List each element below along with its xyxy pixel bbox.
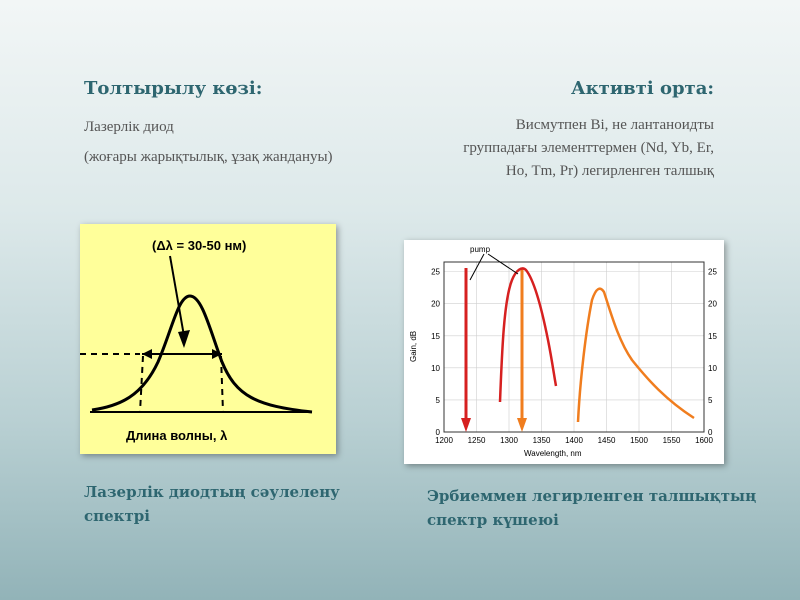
gain-chart-svg: 1200 1250 1300 1350 1400 1450 1500 1550 1600 051… (404, 240, 724, 464)
pump-arrowhead-980 (517, 418, 527, 432)
annotation-pointer (169, 255, 185, 337)
gain-curve-red (498, 267, 558, 403)
x-tick-label: 1450 (598, 436, 616, 445)
y-tick-label-left: 5 (436, 396, 441, 405)
annotation-pointer-head (178, 330, 190, 348)
wavelength-axis-label: Длина волны, λ (126, 428, 228, 443)
laser-spectrum-caption: Лазерлік диодтың сәулелену спектрі (84, 483, 340, 525)
y-tick-label-left: 20 (431, 300, 440, 309)
y-tick-label-right: 25 (708, 268, 717, 277)
pump-label: pump (470, 245, 491, 254)
spectrum-curve (91, 294, 313, 414)
x-tick-label: 1550 (663, 436, 681, 445)
y-tick-label-right: 20 (708, 300, 717, 309)
x-tick-label: 1350 (533, 436, 551, 445)
erbium-gain-caption: Эрбиеммен легирленген талшықтың спектр к… (427, 487, 757, 529)
y-tick-label-left: 10 (431, 364, 440, 373)
laser-diode-properties: (жоғары жарықтылық, ұзақ жандануы) (84, 149, 333, 165)
laser-diode-spectrum-figure: (Δλ = 30-50 нм) Длина волны, λ (80, 224, 336, 454)
y-tick-label-right: 5 (708, 396, 713, 405)
pump-pointer-2 (487, 253, 519, 275)
pump-pointer-1 (469, 253, 485, 281)
pump-source-title: Толтырылу көзі: (84, 78, 263, 99)
pump-arrowhead-1480 (461, 418, 471, 432)
y-tick-label-left: 15 (431, 332, 440, 341)
fwhm-arrow-left (142, 349, 152, 359)
x-axis-label: Wavelength, nm (524, 449, 582, 458)
y-tick-label-right: 15 (708, 332, 717, 341)
y-tick-label-left: 0 (436, 428, 441, 437)
active-medium-body: Висмутпен Bi, не лантаноидты группадағы … (463, 117, 714, 179)
laser-diode-text: Лазерлік диод (84, 119, 174, 135)
fwhm-arrow-right (212, 349, 222, 359)
x-tick-label: 1600 (695, 436, 713, 445)
y-tick-labels-right: 0 5 10 15 20 25 (708, 268, 717, 437)
x-tick-label: 1400 (565, 436, 583, 445)
y-axis-label: Gain, dB (409, 331, 418, 362)
x-tick-label: 1200 (435, 436, 453, 445)
y-tick-label-right: 10 (708, 364, 717, 373)
x-tick-label: 1300 (500, 436, 518, 445)
fwhm-drop-right (220, 355, 224, 413)
x-tick-label: 1250 (468, 436, 486, 445)
linewidth-annotation: (Δλ = 30-50 нм) (152, 238, 246, 253)
x-tick-labels: 1200 1250 1300 1350 1400 1450 1500 1550 1600 (435, 436, 713, 445)
x-tick-label: 1500 (630, 436, 648, 445)
laser-spectrum-svg: (Δλ = 30-50 нм) Длина волны, λ (80, 238, 313, 443)
y-tick-label-right: 0 (708, 428, 713, 437)
active-medium-title: Активті орта: (571, 78, 714, 99)
pump-source-body: Лазерлік диод (жоғары жарықтылық, ұзақ ж… (84, 116, 384, 176)
plot-frame (443, 261, 705, 433)
fwhm-drop-left (139, 355, 144, 413)
y-tick-label-left: 25 (431, 268, 440, 277)
gain-curve-orange (576, 287, 695, 423)
y-tick-labels-left: 0 5 10 15 20 25 (431, 268, 440, 437)
